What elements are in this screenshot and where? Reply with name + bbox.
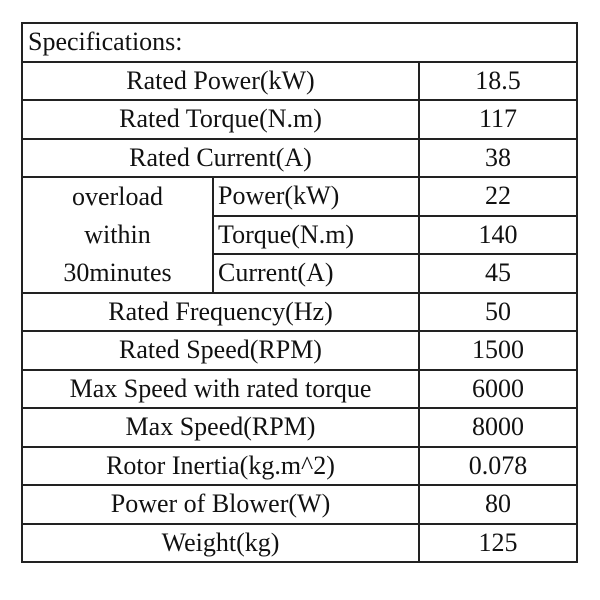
table-row: within Torque(N.m) 140 bbox=[21, 214, 579, 255]
spec-value: 6000 bbox=[418, 368, 579, 409]
table-row: Max Speed(RPM) 8000 bbox=[20, 407, 579, 448]
spec-label: Power(kW) bbox=[211, 176, 421, 217]
spec-label: Current(A) bbox=[211, 253, 421, 294]
spec-label: Weight(kg) bbox=[20, 522, 421, 563]
table-row: Rotor Inertia(kg.m^2) 0.078 bbox=[20, 445, 579, 486]
table-title: Specifications: bbox=[20, 22, 420, 63]
table-row: Rated Frequency(Hz) 50 bbox=[20, 291, 579, 332]
spec-label: Power of Blower(W) bbox=[20, 484, 421, 525]
spec-label: Rated Power(kW) bbox=[20, 60, 421, 101]
spec-label: Rated Current(A) bbox=[20, 137, 421, 178]
table-row: Rated Torque(N.m) 117 bbox=[20, 99, 579, 140]
spec-value: 50 bbox=[418, 291, 579, 332]
spec-value: 18.5 bbox=[418, 60, 579, 101]
spec-label: Max Speed(RPM) bbox=[20, 407, 421, 448]
spec-value: 45 bbox=[418, 253, 579, 294]
spec-value: 8000 bbox=[418, 407, 579, 448]
table-row: Rated Speed(RPM) 1500 bbox=[20, 330, 579, 371]
specifications-table: Specifications: Rated Power(kW) 18.5 Rate… bbox=[20, 22, 579, 563]
table-row: overload Power(kW) 22 bbox=[21, 176, 579, 217]
spec-value: 0.078 bbox=[418, 445, 579, 486]
spec-label: Max Speed with rated torque bbox=[20, 368, 421, 409]
spec-label: Rated Frequency(Hz) bbox=[20, 291, 421, 332]
overload-label-line: overload bbox=[21, 176, 214, 216]
table-header-row: Specifications: bbox=[20, 22, 579, 63]
spec-value: 38 bbox=[418, 137, 579, 178]
spec-label: Rated Speed(RPM) bbox=[20, 330, 421, 371]
table-row: Power of Blower(W) 80 bbox=[20, 484, 579, 525]
spec-value: 140 bbox=[418, 214, 579, 255]
table-row: Weight(kg) 125 bbox=[20, 522, 579, 563]
table-row: 30minutes Current(A) 45 bbox=[21, 253, 579, 294]
spec-label: Rotor Inertia(kg.m^2) bbox=[20, 445, 421, 486]
spec-value: 1500 bbox=[418, 330, 579, 371]
spec-label: Torque(N.m) bbox=[211, 214, 421, 255]
spec-value: 80 bbox=[418, 484, 579, 525]
table-row: Rated Power(kW) 18.5 bbox=[20, 60, 579, 101]
table-row: Rated Current(A) 38 bbox=[20, 137, 579, 178]
spec-value: 22 bbox=[418, 176, 579, 217]
spec-label: Rated Torque(N.m) bbox=[20, 99, 421, 140]
overload-label-line: within bbox=[21, 215, 214, 254]
spec-value: 117 bbox=[418, 99, 579, 140]
overload-label-line: 30minutes bbox=[21, 254, 214, 294]
table-row: Max Speed with rated torque 6000 bbox=[20, 368, 579, 409]
spec-value: 125 bbox=[418, 522, 579, 563]
